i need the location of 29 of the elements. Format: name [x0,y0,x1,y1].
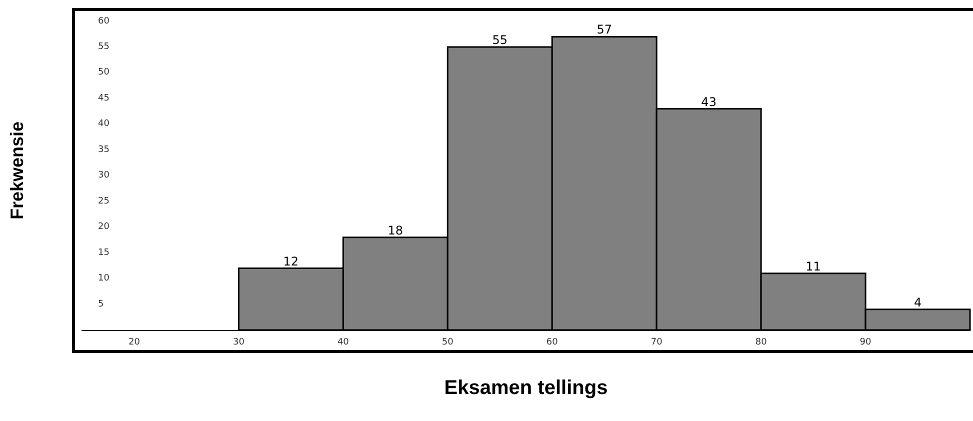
y-tick-label: 30 [98,170,110,181]
data-label: 55 [492,33,508,48]
y-axis-title: Frekwensie [7,121,27,220]
data-label: 11 [806,259,821,274]
x-tick-label: 50 [442,338,454,348]
x-tick-label: 70 [650,338,663,348]
data-label: 4 [914,295,922,310]
x-tick-label: 20 [128,338,140,348]
y-tick-label: 25 [98,196,110,206]
y-tick-label: 50 [98,68,110,78]
y-tick-label: 40 [98,119,110,130]
x-tick-label: 30 [232,338,245,348]
data-label: 57 [596,22,612,37]
x-tick-label: 90 [860,338,872,348]
y-tick-label: 15 [98,248,110,258]
y-tick-label: 10 [98,274,110,284]
x-tick-label: 60 [546,338,558,348]
y-tick-label: 60 [98,16,110,26]
y-tick-label: 20 [98,222,110,232]
data-label: 43 [701,94,716,109]
x-tick-label: 40 [337,338,350,348]
y-tick-label: 45 [98,93,110,104]
data-label: 18 [388,223,404,238]
y-tick-label: 35 [98,144,110,155]
data-label: 12 [283,254,299,268]
x-tick-label: 80 [755,338,768,348]
y-tick-label: 55 [98,42,110,52]
y-tick-label: 5 [98,299,104,310]
x-axis-title: Eksamen tellings [444,377,608,399]
